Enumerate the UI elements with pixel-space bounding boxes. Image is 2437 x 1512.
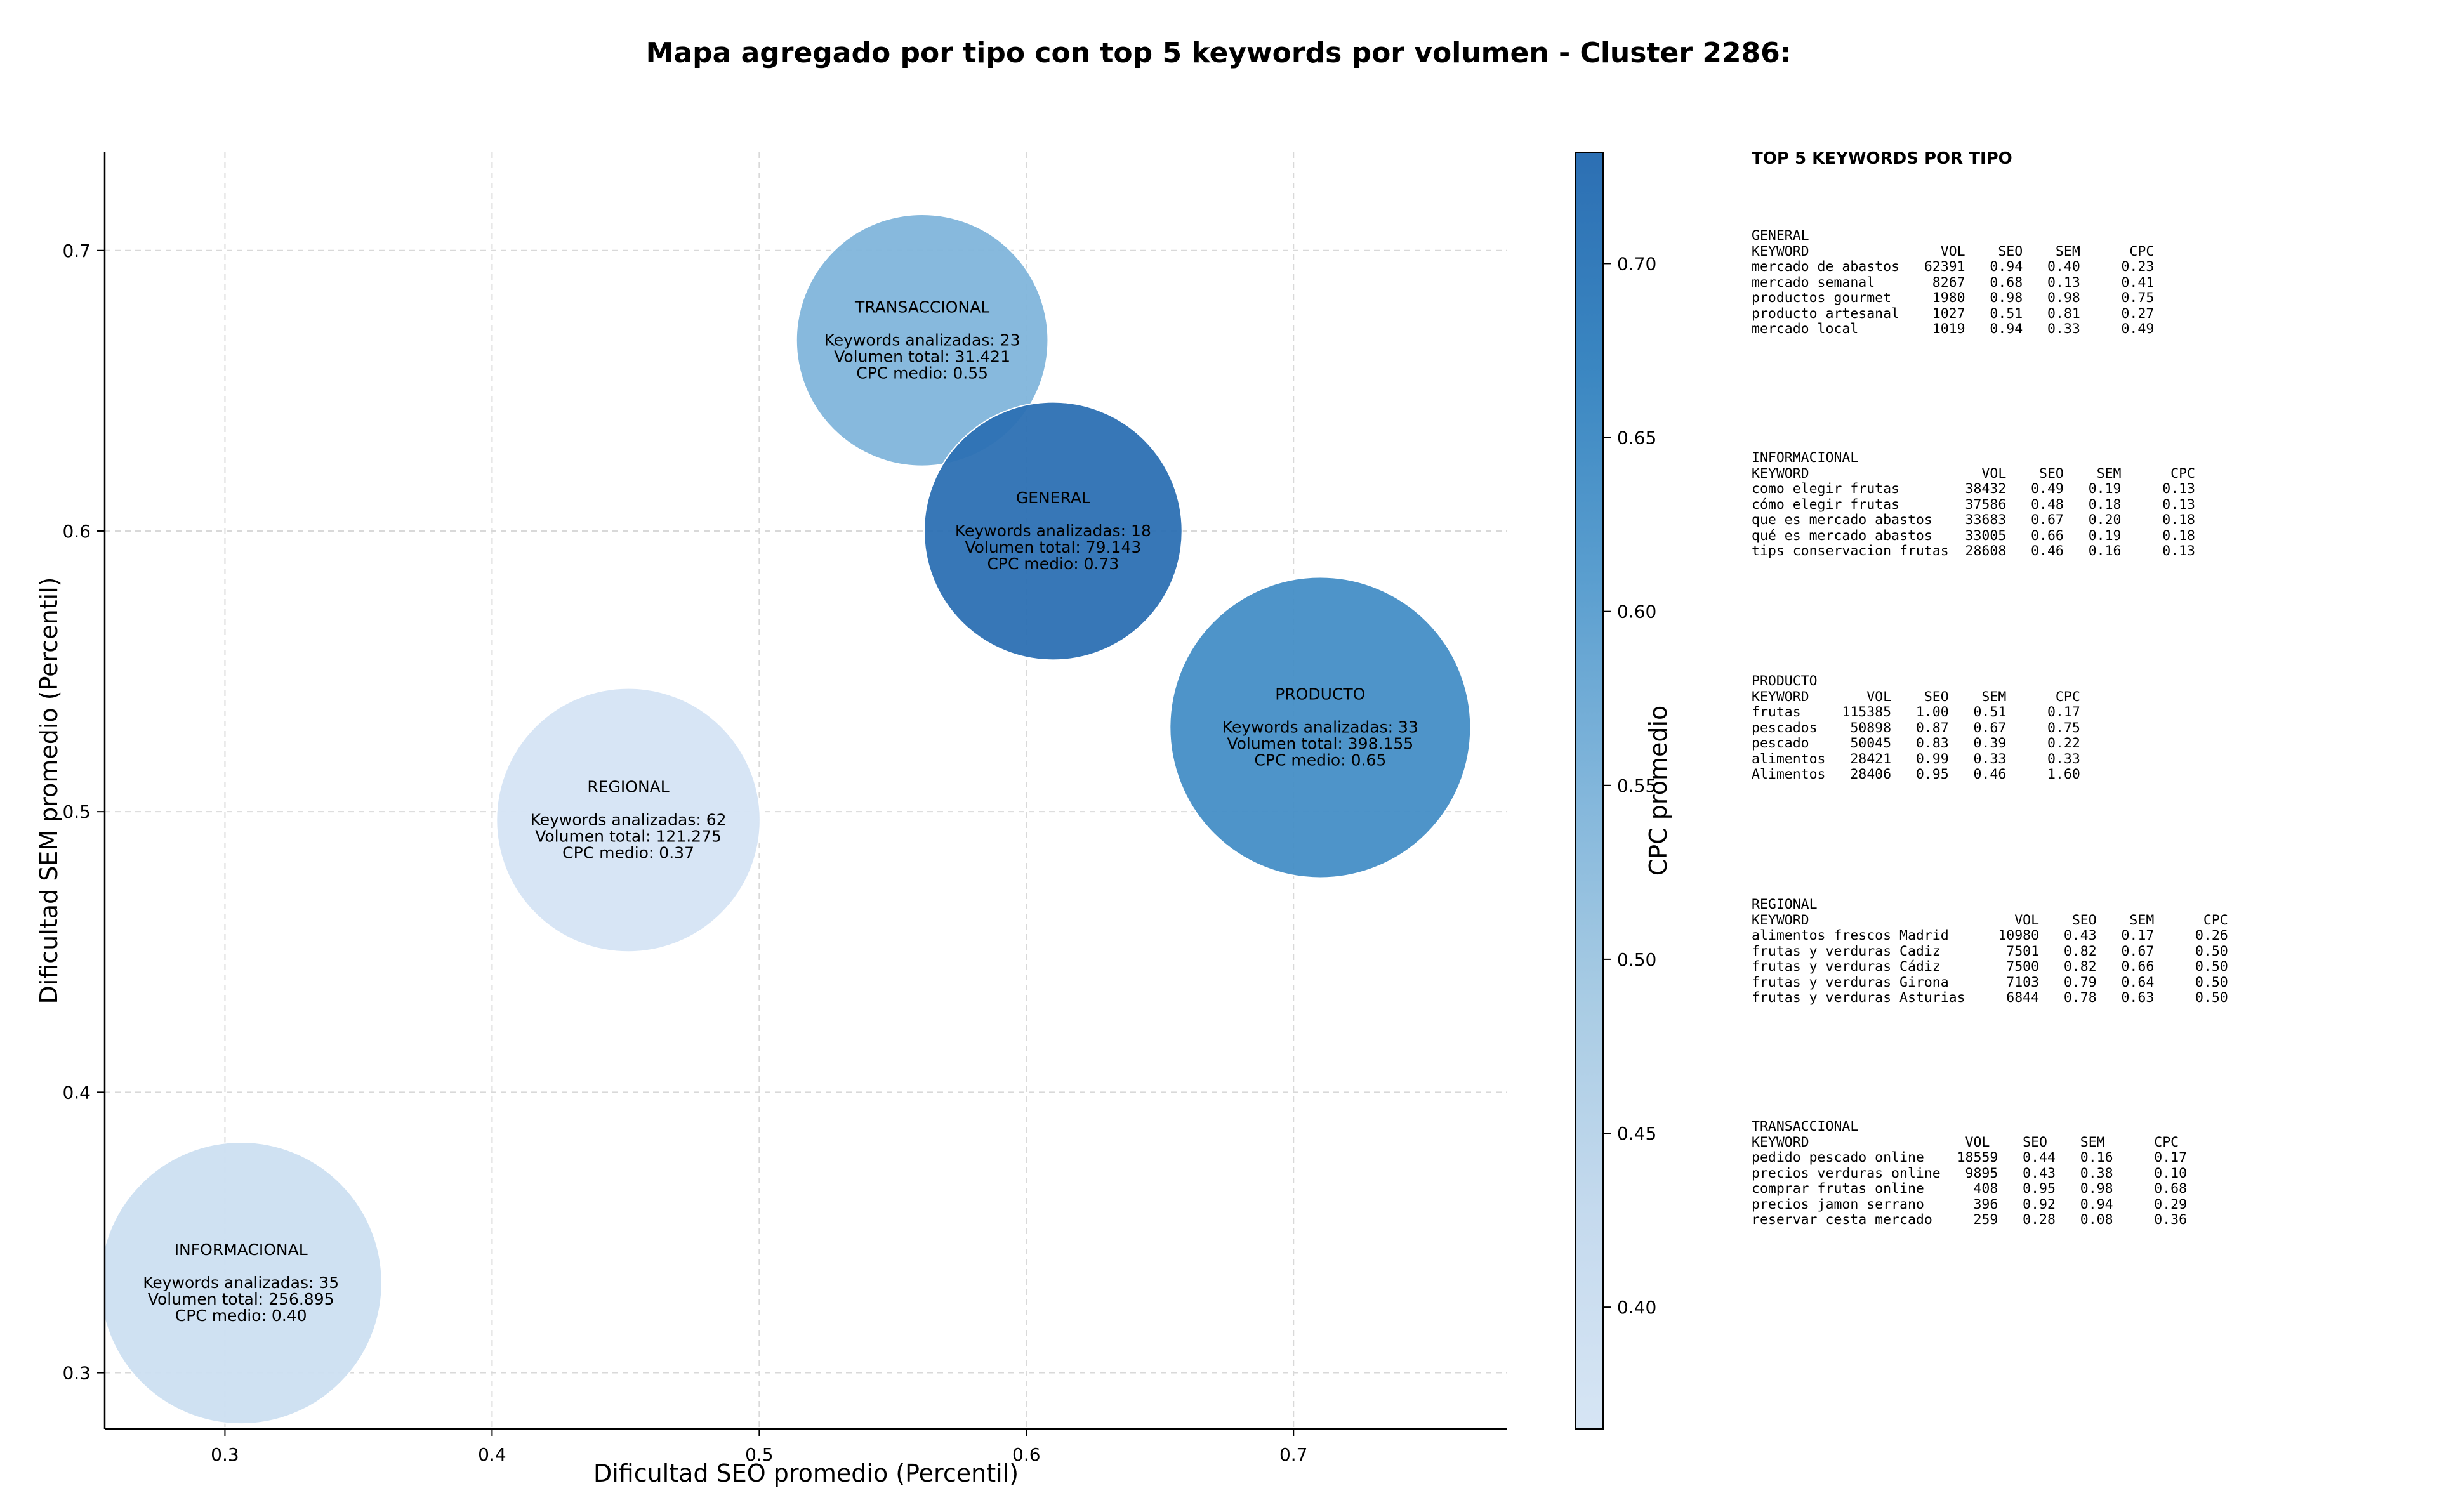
x-tick-label: 0.4 [478,1444,506,1465]
keywords-block-regional: REGIONAL KEYWORD VOL SEO SEM CPC aliment… [1752,897,2228,1006]
x-tick-label: 0.3 [211,1444,239,1465]
bubble-regional [496,687,761,953]
bubble-label-regional: CPC medio: 0.37 [562,843,694,862]
bubble-informacional [105,1141,383,1425]
colorbar-tick-label: 0.40 [1617,1297,1656,1318]
bubble-producto [1169,576,1472,879]
bubble-label-producto: Volumen total: 398.155 [1227,735,1413,753]
keywords-block-transaccional: TRANSACCIONAL KEYWORD VOL SEO SEM CPC pe… [1752,1119,2188,1228]
keywords-block-producto: PRODUCTO KEYWORD VOL SEO SEM CPC frutas … [1752,673,2080,782]
x-tick-label: 0.5 [745,1444,774,1465]
colorbar-tick-label: 0.45 [1617,1123,1656,1144]
bubble-label-transaccional: TRANSACCIONAL [854,298,989,316]
bubble-label-general: GENERAL [1016,489,1090,507]
bubble-label-informacional: Keywords analizadas: 35 [143,1273,339,1292]
keywords-block-informacional: INFORMACIONAL KEYWORD VOL SEO SEM CPC co… [1752,450,2195,559]
bubble-label-transaccional: Keywords analizadas: 23 [824,331,1020,349]
y-tick-label: 0.4 [62,1082,91,1103]
colorbar-tick-label: 0.60 [1617,602,1656,622]
x-tick-label: 0.6 [1012,1444,1041,1465]
bubble-label-regional: REGIONAL [587,777,669,796]
bubble-label-informacional: CPC medio: 0.40 [175,1306,307,1325]
bubble-label-producto: CPC medio: 0.65 [1254,751,1386,770]
x-tick-label: 0.7 [1279,1444,1308,1465]
colorbar-label: CPC promedio [1644,706,1672,876]
bubble-transaccional [795,213,1049,467]
bubble-label-transaccional: Volumen total: 31.421 [834,347,1010,365]
bubble-label-producto: Keywords analizadas: 33 [1222,718,1418,737]
y-axis-label: Dificultad SEM promedio (Percentil) [35,577,63,1004]
bubble-label-general: Keywords analizadas: 18 [955,522,1151,540]
bubble-label-regional: Keywords analizadas: 62 [531,810,727,829]
bubble-label-producto: PRODUCTO [1275,685,1365,704]
bubble-label-general: CPC medio: 0.73 [987,555,1119,573]
colorbar-gradient [1575,152,1604,1430]
colorbar-tick-label: 0.55 [1617,775,1656,796]
bubble-label-regional: Volumen total: 121.275 [535,827,722,845]
y-tick-label: 0.7 [62,240,91,261]
bubble-general [923,401,1183,661]
colorbar-tick-label: 0.50 [1617,949,1656,970]
top-keywords-panel: TOP 5 KEYWORDS POR TIPO GENERAL KEYWORD … [1752,149,2424,1228]
y-axis-ticks: 0.3 0.4 0.5 0.6 0.7 [62,240,105,1384]
colorbar-tick-label: 0.65 [1617,428,1656,449]
colorbar-tick-label: 0.70 [1617,253,1656,274]
plot-axes [103,152,1507,1430]
x-axis-ticks: 0.3 0.4 0.5 0.6 0.7 [211,1429,1308,1465]
y-tick-label: 0.5 [62,801,91,822]
chart-title: Mapa agregado por tipo con top 5 keyword… [646,37,1792,69]
x-axis-label: Dificultad SEO promedio (Percentil) [593,1459,1019,1487]
keywords-block-general: GENERAL KEYWORD VOL SEO SEM CPC mercado … [1752,228,2155,337]
bubble-label-informacional: Volumen total: 256.895 [148,1290,334,1308]
y-tick-label: 0.6 [62,521,91,542]
bubble-label-general: Volumen total: 79.143 [965,538,1141,556]
y-tick-label: 0.3 [62,1363,91,1384]
top-keywords-title: TOP 5 KEYWORDS POR TIPO [1752,149,2012,168]
colorbar: 0.40 0.45 0.50 0.55 0.60 0.65 0.70 [1575,152,1656,1430]
bubble-label-informacional: INFORMACIONAL [175,1240,308,1259]
bubble-label-transaccional: CPC medio: 0.55 [856,364,988,382]
